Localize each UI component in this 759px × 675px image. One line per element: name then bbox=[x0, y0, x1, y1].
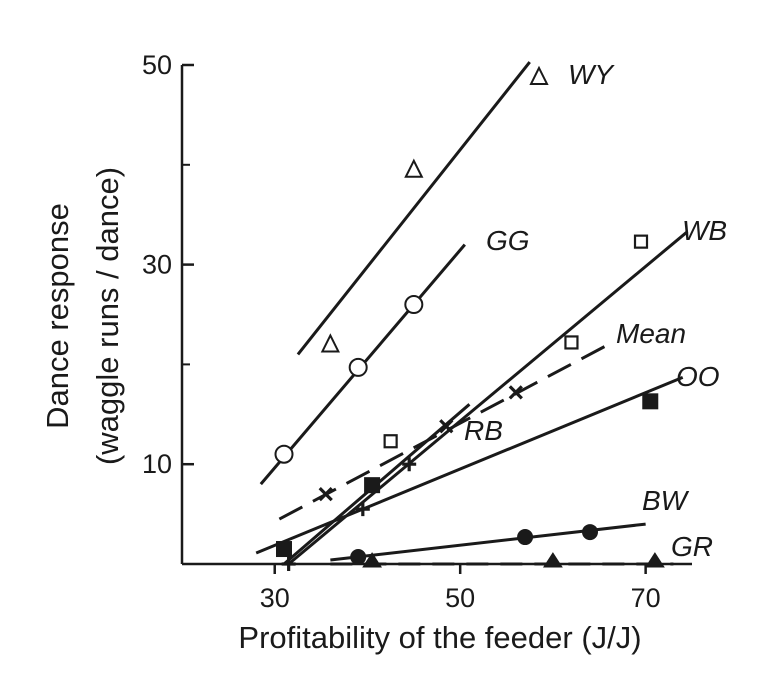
y-tick-label: 30 bbox=[142, 250, 172, 280]
marker-oo bbox=[276, 541, 292, 558]
series-label-rb: RB bbox=[464, 415, 503, 446]
marker-bw bbox=[582, 524, 598, 541]
marker-mean bbox=[508, 385, 523, 400]
fit-line-wy bbox=[296, 61, 531, 356]
y-tick-label: 50 bbox=[142, 50, 172, 80]
fit-line-bw bbox=[330, 522, 646, 562]
marker-wy bbox=[529, 65, 549, 85]
y-tick-label: 10 bbox=[142, 449, 172, 479]
marker-gg bbox=[274, 444, 294, 464]
data-markers bbox=[274, 65, 665, 571]
marker-wy bbox=[404, 158, 424, 178]
fit-line-mean bbox=[278, 343, 610, 521]
series-label-wy: WY bbox=[568, 59, 615, 90]
marker-mean bbox=[318, 487, 333, 502]
marker-wy bbox=[320, 333, 340, 353]
marker-wb bbox=[564, 335, 579, 350]
marker-gr bbox=[644, 552, 665, 568]
marker-wb bbox=[383, 434, 398, 449]
marker-gg bbox=[348, 357, 368, 377]
marker-oo bbox=[364, 477, 381, 494]
series-label-oo: OO bbox=[676, 361, 720, 392]
x-tick-label: 70 bbox=[631, 583, 661, 613]
y-axis-title-line-1: Dance response bbox=[40, 203, 75, 429]
marker-bw bbox=[350, 549, 367, 566]
marker-oo bbox=[642, 393, 659, 410]
y-axis-title: Dance response (waggle runs / dance) bbox=[40, 167, 125, 465]
tick-labels: 10 30 50 30 50 70 bbox=[142, 50, 661, 613]
marker-bw bbox=[517, 529, 534, 546]
series-labels: WY GG WB Mean RB OO BW GR bbox=[464, 59, 727, 562]
series-label-wb: WB bbox=[682, 215, 727, 246]
marker-rb bbox=[402, 457, 417, 472]
series-label-gr: GR bbox=[671, 531, 713, 562]
marker-gr bbox=[542, 552, 563, 568]
marker-gg bbox=[404, 295, 424, 315]
series-label-bw: BW bbox=[642, 485, 690, 516]
marker-mean bbox=[439, 419, 454, 434]
fit-line-wb bbox=[287, 230, 689, 566]
y-axis-title-line-2: (waggle runs / dance) bbox=[90, 167, 125, 465]
x-axis-title: Profitability of the feeder (J/J) bbox=[238, 620, 641, 655]
series-label-mean: Mean bbox=[616, 318, 686, 349]
marker-wb bbox=[633, 234, 649, 249]
marker-rb bbox=[355, 502, 370, 517]
fit-line-oo bbox=[255, 375, 684, 555]
marker-rb bbox=[281, 557, 296, 571]
x-tick-label: 50 bbox=[445, 583, 475, 613]
marker-gr bbox=[362, 552, 383, 568]
x-tick-label: 30 bbox=[260, 583, 290, 613]
series-label-gg: GG bbox=[486, 225, 530, 256]
